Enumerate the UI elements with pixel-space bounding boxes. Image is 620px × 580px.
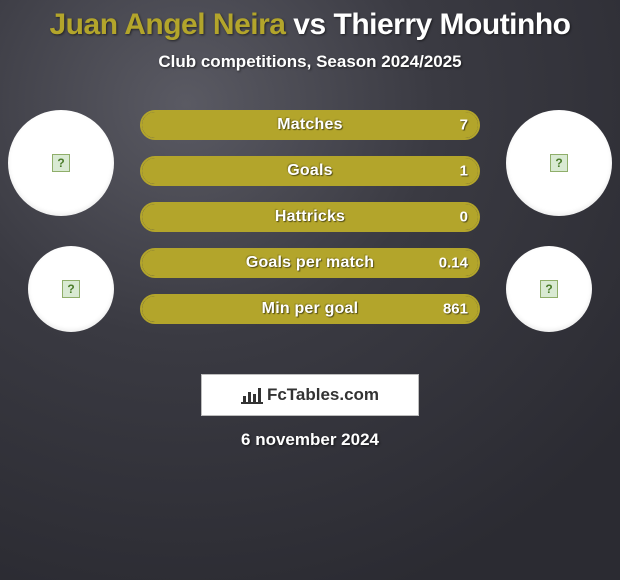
comparison-subtitle: Club competitions, Season 2024/2025 [0, 52, 620, 72]
comparison-title: Juan Angel Neira vs Thierry Moutinho [0, 0, 620, 42]
player-right-avatar: ? [506, 110, 612, 216]
broken-image-icon: ? [550, 154, 568, 172]
stat-bars: Matches7Goals1Hattricks0Goals per match0… [140, 110, 480, 340]
stat-bar-value-right: 0 [460, 209, 468, 226]
stat-bar: Goals1 [140, 156, 480, 186]
broken-image-icon: ? [52, 154, 70, 172]
brand-text: FcTables.com [267, 385, 379, 405]
stat-bar: Min per goal861 [140, 294, 480, 324]
title-right-player: vs Thierry Moutinho [285, 8, 570, 41]
stat-bar-label: Goals per match [142, 254, 478, 272]
team-left-avatar: ? [28, 246, 114, 332]
team-right-avatar: ? [506, 246, 592, 332]
title-left-player: Juan Angel Neira [50, 8, 286, 41]
stat-bar-label: Goals [142, 162, 478, 180]
stat-bar-value-right: 0.14 [439, 255, 468, 272]
stat-bar-value-right: 7 [460, 117, 468, 134]
stat-bar: Hattricks0 [140, 202, 480, 232]
stat-bar: Matches7 [140, 110, 480, 140]
comparison-stage: ? ? ? ? Matches7 Goals1 Hattricks0 Goals pe… [0, 110, 620, 370]
brand-box: FcTables.com [201, 374, 419, 416]
snapshot-date: 6 november 2024 [0, 430, 620, 450]
stat-bar-value-right: 1 [460, 163, 468, 180]
stat-bar-label: Min per goal [142, 300, 478, 318]
broken-image-icon: ? [62, 280, 80, 298]
broken-image-icon: ? [540, 280, 558, 298]
player-left-avatar: ? [8, 110, 114, 216]
stat-bar-value-right: 861 [443, 301, 468, 318]
stat-bar-label: Matches [142, 116, 478, 134]
stat-bar: Goals per match0.14 [140, 248, 480, 278]
bar-chart-icon [241, 386, 263, 404]
stat-bar-label: Hattricks [142, 208, 478, 226]
